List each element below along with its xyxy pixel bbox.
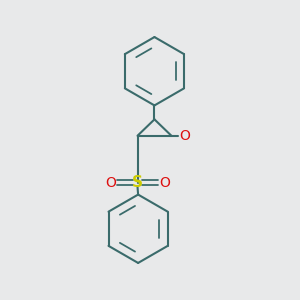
Text: S: S (132, 175, 143, 190)
Text: O: O (180, 129, 190, 143)
Text: O: O (159, 176, 170, 190)
Text: O: O (105, 176, 116, 190)
